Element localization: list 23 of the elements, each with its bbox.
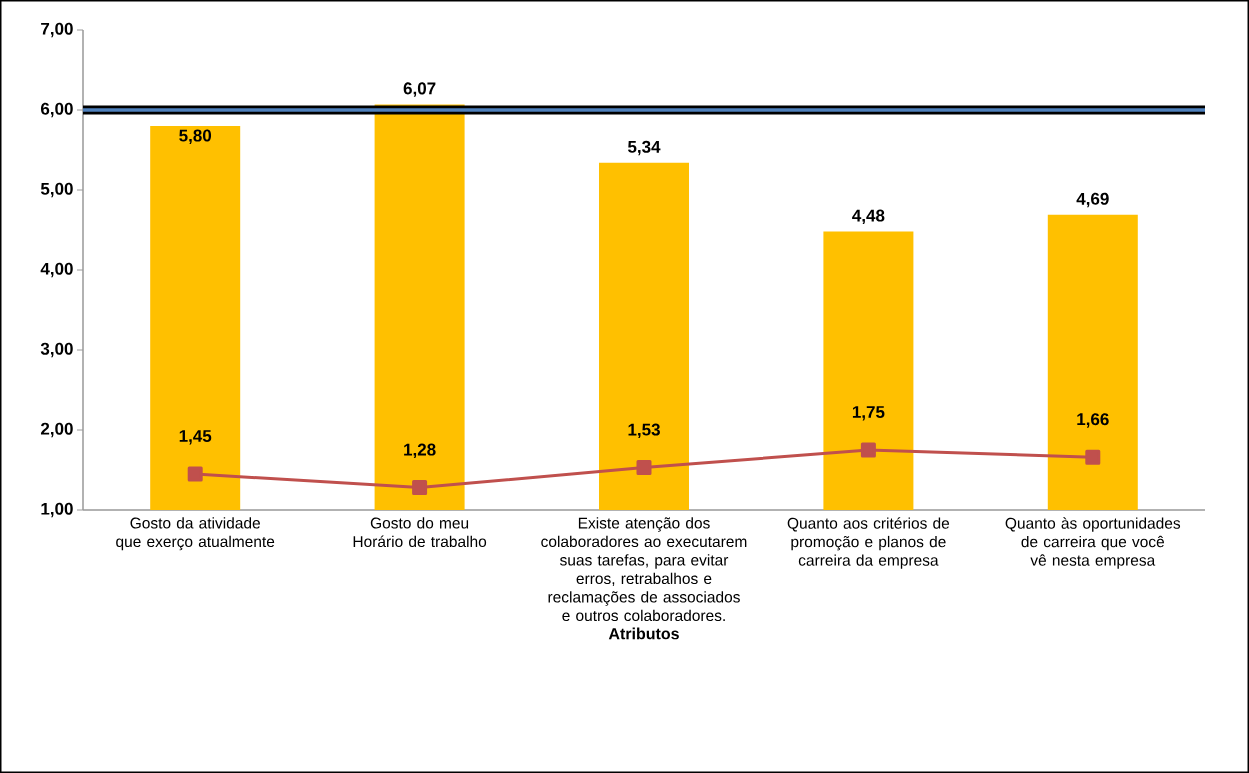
data-label: 5,34 — [627, 140, 661, 156]
y-tick-label: 1,00 — [41, 502, 73, 518]
y-tick-label: 5,00 — [40, 182, 73, 198]
y-tick-label: 3,00 — [40, 342, 73, 358]
y-tick-label: 7,00 — [41, 22, 73, 38]
x-tick-label: Quanto às oportunidades de carreira que você vê nesta empresa — [1005, 517, 1181, 569]
x-tick-label: Gosto da atividade que exerço atualmente — [116, 517, 275, 551]
x-tick-label: Gosto do meu Horário de trabalho — [353, 517, 487, 548]
x-axis-title: Atributos — [608, 627, 679, 640]
data-label: 1,75 — [852, 406, 885, 421]
y-tick-label: 4,00 — [40, 262, 73, 278]
x-tick-label: Existe atenção dos colaboradores ao executarem suas tarefas, para evitar erros, retrabalhos e reclamações de associados e outros colaboradores. — [541, 517, 747, 622]
x-tick-label: Quanto aos critérios de promoção e planos de carreira da empresa — [787, 517, 950, 569]
y-tick-label: 6,00 — [41, 102, 73, 118]
data-label: 5,80 — [179, 129, 212, 145]
data-label: 4,48 — [852, 209, 885, 225]
data-label: 4,69 — [1076, 192, 1109, 208]
data-label: 1,28 — [404, 443, 436, 459]
data-label: 1,53 — [628, 423, 660, 439]
data-label: 1,45 — [179, 430, 212, 445]
data-label: 6,07 — [403, 82, 436, 97]
y-tick-label: 2,00 — [40, 422, 73, 438]
data-label: 1,66 — [1077, 413, 1109, 428]
